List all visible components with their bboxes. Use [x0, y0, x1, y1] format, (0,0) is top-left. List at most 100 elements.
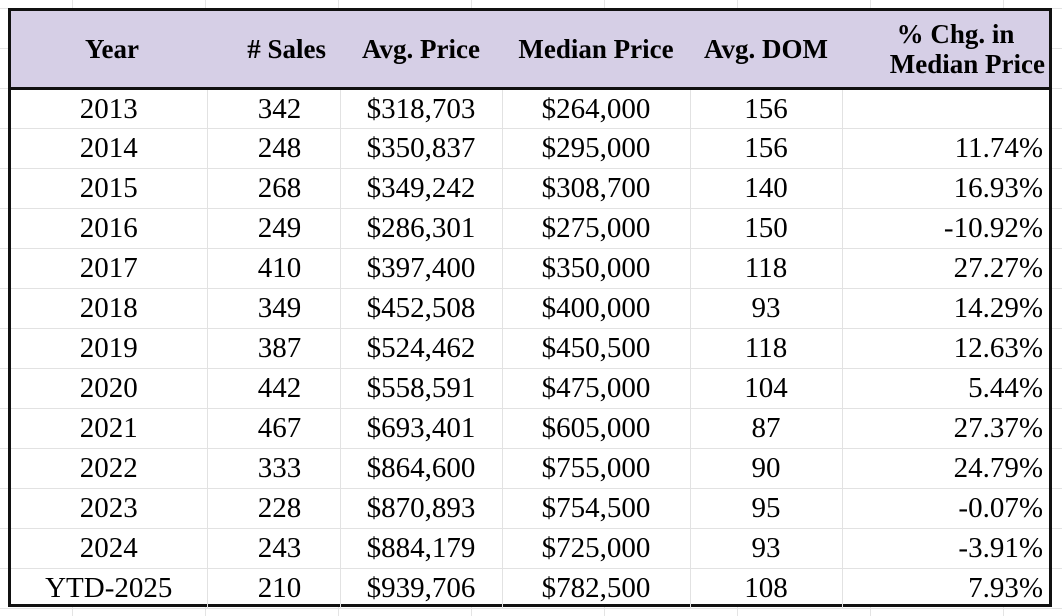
header-pct-change-line2: Median Price: [889, 48, 1045, 79]
cell-avg-price: $350,837: [340, 128, 503, 168]
header-avg-price: Avg. Price: [340, 11, 502, 90]
cell-avg-price: $524,462: [340, 328, 503, 368]
table-row: 2016 249 $286,301 $275,000 150 -10.92%: [11, 208, 1049, 248]
cell-avg-price: $286,301: [340, 208, 503, 248]
cell-pct-change: 24.79%: [953, 452, 1043, 484]
cell-year: 2020: [11, 368, 208, 408]
cell-avg-dom: 118: [690, 248, 843, 288]
cell-pct-change: 16.93%: [953, 172, 1043, 204]
cell-sales: 442: [207, 368, 341, 408]
cell-avg-price: $318,703: [340, 88, 503, 128]
cell-median-price: $725,000: [502, 528, 691, 568]
cell-avg-price: $397,400: [340, 248, 503, 288]
sales-summary-table: Year # Sales Avg. Price Median Price Avg…: [11, 11, 1049, 608]
cell-avg-dom: 95: [690, 488, 843, 528]
cell-pct-change: -10.92%: [943, 212, 1043, 244]
cell-median-price: $755,000: [502, 448, 691, 488]
header-sales: # Sales: [207, 11, 340, 90]
cell-sales: 467: [207, 408, 341, 448]
cell-sales: 410: [207, 248, 341, 288]
cell-pct-change: 11.74%: [954, 132, 1043, 164]
cell-avg-price: $939,706: [340, 568, 503, 608]
cell-avg-price: $452,508: [340, 288, 503, 328]
cell-avg-price: $349,242: [340, 168, 503, 208]
cell-year: 2021: [11, 408, 208, 448]
cell-sales: 243: [207, 528, 341, 568]
table-row: 2013 342 $318,703 $264,000 156: [11, 88, 1049, 128]
cell-median-price: $400,000: [502, 288, 691, 328]
cell-avg-dom: 140: [690, 168, 843, 208]
cell-year: 2022: [11, 448, 208, 488]
cell-pct-change: 12.63%: [953, 332, 1043, 364]
cell-avg-price: $870,893: [340, 488, 503, 528]
table-row: 2015 268 $349,242 $308,700 140 16.93%: [11, 168, 1049, 208]
table-header: Year # Sales Avg. Price Median Price Avg…: [11, 11, 1049, 90]
cell-median-price: $275,000: [502, 208, 691, 248]
cell-sales: 210: [207, 568, 341, 608]
cell-sales: 249: [207, 208, 341, 248]
cell-avg-dom: 156: [690, 128, 843, 168]
cell-year: 2018: [11, 288, 208, 328]
header-avg-dom: Avg. DOM: [690, 11, 842, 90]
cell-pct-change: -0.07%: [958, 492, 1043, 524]
cell-median-price: $475,000: [502, 368, 691, 408]
cell-pct-change: -3.91%: [958, 532, 1043, 564]
cell-avg-price: $693,401: [340, 408, 503, 448]
cell-avg-dom: 118: [690, 328, 843, 368]
cell-year: 2014: [11, 128, 208, 168]
cell-year: 2019: [11, 328, 208, 368]
cell-year: 2023: [11, 488, 208, 528]
cell-median-price: $450,500: [502, 328, 691, 368]
table-row: 2014 248 $350,837 $295,000 156 11.74%: [11, 128, 1049, 168]
header-year: Year: [11, 11, 207, 90]
cell-sales: 333: [207, 448, 341, 488]
cell-pct-change: [842, 88, 1049, 128]
cell-median-price: $295,000: [502, 128, 691, 168]
cell-sales: 228: [207, 488, 341, 528]
sales-summary-table-container: Year # Sales Avg. Price Median Price Avg…: [8, 8, 1052, 608]
table-row: 2020 442 $558,591 $475,000 104 5.44%: [11, 368, 1049, 408]
cell-year: 2024: [11, 528, 208, 568]
cell-pct-change: 27.27%: [953, 252, 1043, 284]
cell-avg-dom: 93: [690, 288, 843, 328]
cell-median-price: $264,000: [502, 88, 691, 128]
table-row: 2021 467 $693,401 $605,000 87 27.37%: [11, 408, 1049, 448]
cell-pct-change: 7.93%: [968, 572, 1043, 605]
cell-avg-dom: 90: [690, 448, 843, 488]
cell-avg-dom: 93: [690, 528, 843, 568]
cell-year: 2017: [11, 248, 208, 288]
header-median-price: Median Price: [502, 11, 690, 90]
cell-year: YTD-2025: [11, 568, 208, 608]
table-body: 2013 342 $318,703 $264,000 156 2014 248 $350,83…: [11, 88, 1049, 608]
cell-pct-change: 27.37%: [953, 412, 1043, 444]
table-row: 2019 387 $524,462 $450,500 118 12.63%: [11, 328, 1049, 368]
cell-sales: 387: [207, 328, 341, 368]
cell-avg-price: $864,600: [340, 448, 503, 488]
header-pct-change: % Chg. in Median Price: [842, 11, 1049, 90]
cell-sales: 349: [207, 288, 341, 328]
table-row: 2022 333 $864,600 $755,000 90 24.79%: [11, 448, 1049, 488]
table-row: 2018 349 $452,508 $400,000 93 14.29%: [11, 288, 1049, 328]
cell-median-price: $350,000: [502, 248, 691, 288]
cell-sales: 248: [207, 128, 341, 168]
cell-median-price: $308,700: [502, 168, 691, 208]
table-row: 2024 243 $884,179 $725,000 93 -3.91%: [11, 528, 1049, 568]
cell-year: 2016: [11, 208, 208, 248]
table-row: YTD-2025 210 $939,706 $782,500 108 7.93%: [11, 568, 1049, 608]
cell-median-price: $605,000: [502, 408, 691, 448]
cell-avg-price: $558,591: [340, 368, 503, 408]
header-row: Year # Sales Avg. Price Median Price Avg…: [11, 11, 1049, 90]
cell-pct-change: 14.29%: [953, 292, 1043, 324]
cell-median-price: $782,500: [502, 568, 691, 608]
cell-sales: 268: [207, 168, 341, 208]
cell-year: 2013: [11, 88, 208, 128]
cell-year: 2015: [11, 168, 208, 208]
cell-sales: 342: [207, 88, 341, 128]
cell-avg-dom: 156: [690, 88, 843, 128]
table-row: 2017 410 $397,400 $350,000 118 27.27%: [11, 248, 1049, 288]
cell-avg-dom: 87: [690, 408, 843, 448]
cell-avg-dom: 104: [690, 368, 843, 408]
cell-median-price: $754,500: [502, 488, 691, 528]
table-row: 2023 228 $870,893 $754,500 95 -0.07%: [11, 488, 1049, 528]
cell-avg-dom: 150: [690, 208, 843, 248]
